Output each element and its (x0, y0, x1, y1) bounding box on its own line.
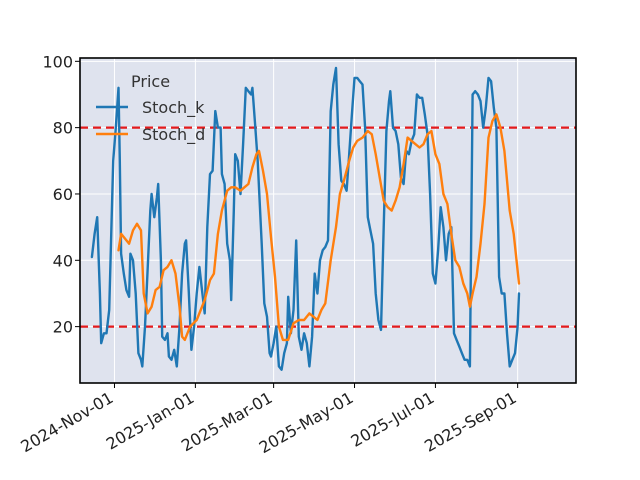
y-tick-label: 20 (53, 318, 73, 337)
legend-entry: Stoch_k (142, 98, 205, 118)
series-lines (90, 66, 521, 371)
x-tick-label: 2025-Sep-01 (421, 388, 520, 456)
legend-entry: Stoch_d (142, 125, 205, 145)
legend: Price Stoch_k Stoch_d (96, 72, 205, 145)
y-tick-label: 100 (42, 52, 73, 71)
plot-frame (79, 57, 577, 384)
series-line-stoch_k (90, 66, 521, 371)
series-line-stoch_d (117, 113, 521, 342)
x-tick-label: 2024-Nov-01 (17, 388, 116, 456)
y-tick-label: 40 (53, 251, 73, 270)
y-tick-label: 60 (53, 185, 73, 204)
legend-title: Price (131, 72, 170, 91)
y-tick-label: 80 (53, 119, 73, 138)
